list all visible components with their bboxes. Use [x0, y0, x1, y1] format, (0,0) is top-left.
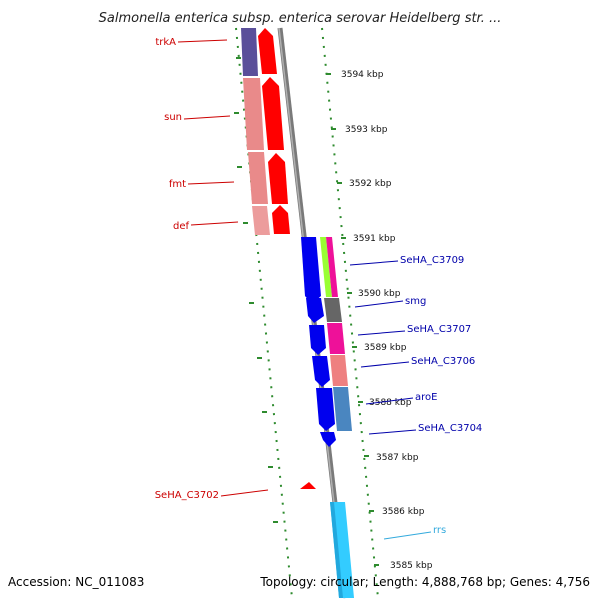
- tick-label: 3589 kbp: [364, 343, 407, 353]
- map-title: Salmonella enterica subsp. enterica sero…: [99, 11, 502, 26]
- gene-label-def[interactable]: def: [173, 221, 190, 232]
- gene-label-fmt[interactable]: fmt: [169, 179, 186, 190]
- arrow-SeHA_C3706[interactable]: [312, 356, 330, 387]
- segment-SeHA_C3709-a[interactable]: [320, 237, 332, 297]
- segment-def[interactable]: [252, 206, 270, 235]
- arrow-sun[interactable]: [262, 77, 284, 150]
- arrow-smg[interactable]: [306, 298, 324, 323]
- gene-label-sun[interactable]: sun: [164, 112, 182, 123]
- arrow-SeHA_C3704[interactable]: [320, 432, 336, 447]
- arrow-aroE[interactable]: [316, 388, 335, 431]
- arrow-def[interactable]: [272, 205, 290, 234]
- gene-label-smg[interactable]: smg: [405, 296, 426, 307]
- segment-rrs-shade: [330, 502, 343, 598]
- gene-label-SeHA_C3707[interactable]: SeHA_C3707: [407, 324, 471, 335]
- gene-label-SeHA_C3702[interactable]: SeHA_C3702: [155, 490, 219, 501]
- accession-text: Accession: NC_011083: [8, 575, 144, 589]
- tick-label: 3586 kbp: [382, 507, 425, 517]
- guide-line-left: [235, 27, 293, 599]
- gene-label-aroE[interactable]: aroE: [415, 392, 437, 403]
- tick-labels: 3594 kbp 3593 kbp 3592 kbp 3591 kbp 3590…: [341, 70, 433, 571]
- tick-label: 3591 kbp: [353, 234, 396, 244]
- segment-trkA[interactable]: [241, 28, 258, 76]
- tick-label: 3592 kbp: [349, 179, 392, 189]
- tick-label: 3585 kbp: [390, 561, 433, 571]
- gene-label-SeHA_C3704[interactable]: SeHA_C3704: [418, 423, 482, 434]
- guide-line-right: [321, 27, 379, 599]
- tick-label: 3587 kbp: [376, 453, 419, 463]
- blue-arrows: [301, 237, 336, 447]
- gene-label-rrs[interactable]: rrs: [433, 525, 446, 536]
- guide-dashes-right: [326, 73, 379, 566]
- arrow-SeHA_C3707[interactable]: [309, 325, 326, 355]
- tick-label: 3594 kbp: [341, 70, 384, 80]
- tick-label: 3588 kbp: [369, 398, 412, 408]
- segment-smg[interactable]: [324, 298, 342, 322]
- segment-SeHA_C3706[interactable]: [330, 355, 348, 386]
- tick-label: 3593 kbp: [345, 125, 388, 135]
- topology-text: Topology: circular; Length: 4,888,768 bp…: [259, 575, 590, 589]
- arrow-fmt[interactable]: [268, 153, 288, 204]
- arrow-SeHA_C3709[interactable]: [301, 237, 321, 304]
- right-track: [320, 237, 354, 598]
- segment-sun[interactable]: [243, 78, 264, 150]
- segment-SeHA_C3709-b[interactable]: [326, 237, 338, 297]
- segment-fmt[interactable]: [248, 152, 268, 204]
- tick-label: 3590 kbp: [358, 289, 401, 299]
- left-gene-labels: trkA sun fmt def SeHA_C3702: [155, 37, 269, 501]
- segment-aroE[interactable]: [333, 387, 352, 431]
- gene-label-SeHA_C3709[interactable]: SeHA_C3709: [400, 255, 464, 266]
- gene-label-trkA[interactable]: trkA: [155, 37, 176, 48]
- left-track: [241, 28, 270, 235]
- segment-SeHA_C3707[interactable]: [327, 323, 345, 354]
- arrow-trkA[interactable]: [258, 28, 277, 74]
- guide-dashes-left: [234, 57, 278, 523]
- arrow-SeHA_C3702[interactable]: [300, 482, 316, 489]
- red-arrows: [258, 28, 316, 489]
- right-gene-labels: SeHA_C3709 smg SeHA_C3707 SeHA_C3706 aro…: [349, 255, 482, 540]
- gene-label-SeHA_C3706[interactable]: SeHA_C3706: [411, 356, 475, 367]
